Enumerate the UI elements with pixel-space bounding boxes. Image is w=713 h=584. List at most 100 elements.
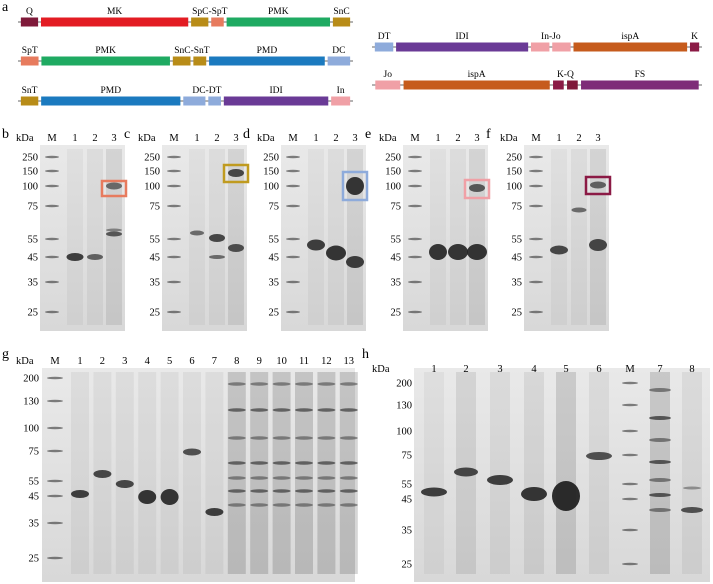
construct-maps: Q MK SpC-SpT PMK SnC SpT PMK SnC-SnT PMD DC SnT PMD… — [18, 7, 702, 106]
marker-band — [529, 237, 543, 241]
lane-label: 12 — [321, 356, 332, 367]
segment-mk — [40, 17, 189, 27]
protein-band — [317, 503, 336, 507]
protein-band — [317, 382, 336, 386]
segment-idi — [223, 96, 329, 106]
protein-band — [649, 416, 671, 420]
protein-band — [295, 382, 313, 386]
protein-band — [160, 489, 179, 505]
kda-tick-label: 55 — [150, 235, 161, 246]
lane-smear — [589, 372, 609, 574]
kda-tick-label: 25 — [29, 554, 40, 565]
lane-label: 2 — [214, 133, 219, 144]
segment-pmd — [209, 56, 325, 66]
protein-band — [317, 489, 336, 493]
segment-label: SnC — [333, 7, 349, 17]
marker-band — [45, 280, 59, 284]
protein-band — [190, 230, 204, 236]
kda-tick-label: 250 — [144, 153, 160, 164]
segment-q — [567, 80, 578, 90]
panel-label-a: a — [2, 0, 9, 15]
protein-band — [681, 507, 703, 513]
protein-band — [339, 489, 358, 493]
kda-header: kDa — [257, 133, 275, 144]
segment-dt — [374, 42, 394, 52]
kda-tick-label: 35 — [150, 278, 161, 289]
protein-band — [250, 503, 269, 507]
lane-label: 3 — [352, 133, 357, 144]
segment-snt — [20, 96, 39, 106]
protein-band — [649, 388, 671, 392]
lane-label: 7 — [657, 364, 662, 375]
marker-lane-label: M — [410, 133, 420, 144]
highlight-box — [100, 179, 128, 198]
marker-band — [408, 169, 422, 173]
segment-label: SpC-SpT — [192, 7, 228, 17]
marker-lane-label: M — [50, 356, 60, 367]
lane-smear — [571, 149, 587, 325]
protein-band — [227, 408, 246, 412]
segment-label: In — [337, 86, 345, 96]
lane-smear — [227, 372, 246, 574]
protein-band — [571, 207, 587, 213]
lane-label: 8 — [234, 356, 239, 367]
kda-tick-label: 75 — [402, 451, 413, 462]
lane-smear — [490, 372, 510, 574]
marker-band — [45, 237, 59, 241]
segment-jo — [375, 80, 401, 90]
protein-band — [589, 239, 607, 251]
protein-band — [228, 169, 244, 177]
kda-tick-label: 250 — [263, 153, 279, 164]
lane-label: 2 — [455, 133, 460, 144]
lane-smear — [450, 149, 466, 325]
protein-band — [205, 508, 224, 516]
protein-band — [250, 461, 269, 465]
marker-band — [529, 280, 543, 284]
marker-band — [529, 155, 543, 159]
kda-tick-label: 25 — [512, 308, 523, 319]
marker-band — [47, 426, 63, 430]
protein-band — [326, 245, 346, 261]
segment-label: PMK — [95, 46, 116, 56]
protein-band — [487, 475, 513, 485]
kda-tick-label: 35 — [512, 278, 523, 289]
kda-tick-label: 100 — [263, 182, 279, 193]
protein-band — [649, 508, 671, 512]
segment-k — [689, 42, 700, 52]
kda-tick-label: 75 — [269, 202, 280, 213]
marker-band — [47, 494, 63, 498]
kda-tick-label: 25 — [28, 308, 39, 319]
kda-tick-label: 100 — [22, 182, 38, 193]
kda-tick-label: 200 — [396, 379, 412, 390]
protein-band — [227, 489, 246, 493]
marker-band — [167, 310, 181, 314]
protein-band — [339, 408, 358, 412]
segment-label: Jo — [384, 70, 393, 80]
construct-1: Q MK SpC-SpT PMK SnC — [18, 7, 353, 27]
segment-q — [20, 17, 39, 27]
protein-band — [227, 476, 246, 480]
marker-band — [286, 184, 300, 188]
kda-tick-label: 75 — [391, 202, 402, 213]
marker-band — [45, 184, 59, 188]
marker-band — [622, 403, 638, 407]
protein-band — [550, 245, 568, 255]
segment-snt — [193, 56, 207, 66]
segment-in — [331, 96, 351, 106]
protein-band — [106, 231, 122, 237]
protein-band — [66, 253, 84, 261]
marker-band — [408, 184, 422, 188]
protein-band — [115, 480, 134, 488]
segment-snc — [332, 17, 351, 27]
marker-band — [47, 376, 63, 380]
segment-label: FS — [635, 70, 646, 80]
protein-band — [272, 503, 291, 507]
lane-smear — [295, 372, 313, 574]
segment-pmk — [226, 17, 331, 27]
lane-label: 3 — [111, 133, 116, 144]
protein-band — [317, 408, 336, 412]
segment-label: PMK — [268, 7, 289, 17]
marker-band — [529, 169, 543, 173]
marker-band — [529, 204, 543, 208]
segment-label: PMD — [100, 86, 121, 96]
